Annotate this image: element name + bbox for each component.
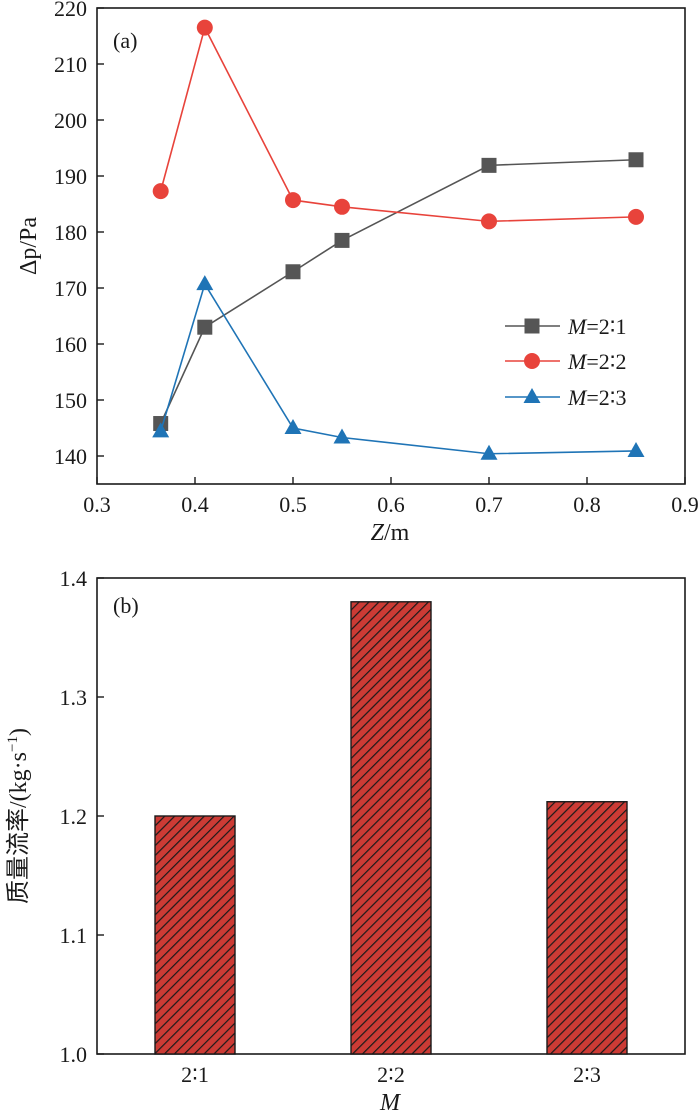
x-axis-title-a: Z/m [371,520,410,546]
data-point-series-3 [627,441,645,457]
x-tick-label-a: 0.4 [181,492,209,517]
y-tick-label-b: 1.1 [60,923,88,948]
data-point-series-1 [197,319,213,335]
data-point-series-2 [628,208,644,225]
axis-ticks-a: 0.3 0.4 0.5 0.6 0.7 0.8 0.9 140 150 160 170 180 190 2… [54,0,699,517]
plot-frame-a [96,7,686,485]
y-tick-label-b: 1.4 [60,566,88,591]
data-point-series-2 [152,183,169,200]
y-tick-label-a: 170 [54,276,87,301]
y-axis-title-b: 质量流率/(kg·s−1) [5,728,32,904]
x-tick-label-a: 0.5 [279,492,307,517]
legend-marker-3 [523,388,541,403]
series-line-2 [159,25,637,223]
x-tick-label-a: 0.8 [573,492,601,517]
data-point-series-2 [196,19,213,36]
x-tick-label-b: 2∶1 [181,1062,209,1087]
legend-marker-1 [524,318,540,334]
chart-panel-a: 0.3 0.4 0.5 0.6 0.7 0.8 0.9 140 150 160 170 180 190 2… [16,0,699,546]
bar-3 [546,801,628,1055]
legend-label-2: M=2∶2 [567,349,626,374]
data-point-series-3 [284,419,302,434]
y-tick-label-b: 1.0 [60,1042,88,1067]
data-point-series-2 [481,213,497,230]
data-point-series-1 [334,232,350,248]
panel-label-b: (b) [113,593,139,618]
y-tick-label-a: 220 [54,0,87,21]
data-point-series-2 [334,198,350,215]
y-tick-label-a: 140 [54,444,87,469]
x-tick-label-a: 0.9 [671,492,699,517]
chart-panel-b: 1.0 1.1 1.2 1.3 1.4 2∶1 2∶2 2∶3 (b) M 质量流率/(kg·… [5,566,686,1116]
bar-2 [350,601,432,1055]
y-tick-label-b: 1.2 [60,804,88,829]
x-tick-label-b: 2∶3 [573,1062,601,1087]
data-point-series-2 [285,192,301,209]
data-point-series-1 [481,157,497,173]
y-tick-label-a: 200 [54,108,87,133]
y-axis-title-a: Δp/Pa [16,217,42,275]
x-tick-label-a: 0.6 [377,492,405,517]
legend-marker-2 [524,353,540,369]
data-point-series-3 [480,444,498,460]
panel-label-a: (a) [113,28,137,53]
data-point-series-1 [285,264,301,280]
axis-ticks-b: 1.0 1.1 1.2 1.3 1.4 2∶1 2∶2 2∶3 [60,566,601,1087]
bars-layer-b [154,601,628,1055]
data-point-series-3 [333,428,351,444]
y-tick-label-a: 180 [54,220,87,245]
x-tick-label-a: 0.3 [83,492,111,517]
series-line-3 [159,282,637,455]
series-layer-a [152,19,645,460]
data-point-series-1 [628,152,644,168]
y-tick-label-a: 150 [54,388,87,413]
legend-label-1: M=2∶1 [567,314,626,339]
legend-label-3: M=2∶3 [567,385,626,410]
y-tick-label-a: 210 [54,52,87,77]
legend-a: M=2∶1 M=2∶2 M=2∶3 [505,314,626,410]
y-tick-label-a: 190 [54,164,87,189]
data-point-series-3 [152,422,170,438]
y-tick-label-b: 1.3 [60,685,88,710]
x-tick-label-b: 2∶2 [377,1062,405,1087]
series-line-1 [159,158,637,424]
x-tick-label-a: 0.7 [475,492,503,517]
y-tick-label-a: 160 [54,332,87,357]
data-point-series-3 [196,275,214,291]
x-axis-title-b: M [379,1090,402,1116]
bar-1 [154,815,236,1055]
